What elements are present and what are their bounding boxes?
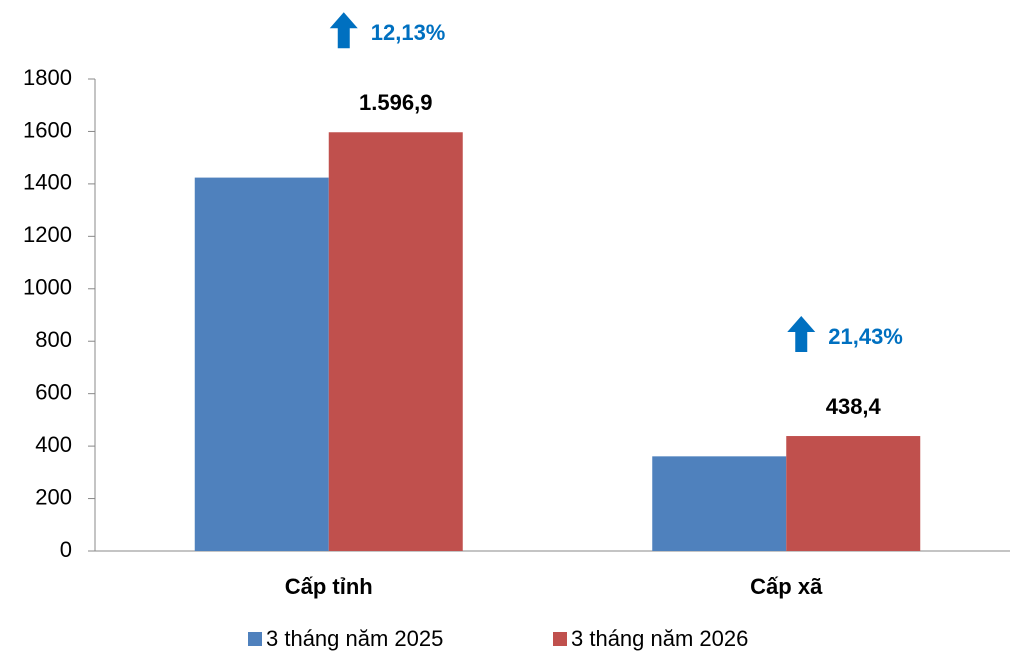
- bar: [786, 436, 921, 551]
- bar: [328, 132, 463, 552]
- y-tick-label: 400: [35, 432, 72, 457]
- bar: [652, 456, 787, 551]
- legend-label: 3 tháng năm 2026: [571, 626, 748, 651]
- annotation: 21,43%: [828, 324, 903, 349]
- x-tick-label: Cấp tỉnh: [285, 574, 373, 599]
- y-tick-label: 1600: [23, 117, 72, 142]
- y-tick-label: 1200: [23, 222, 72, 247]
- data-label: 438,4: [826, 394, 882, 419]
- x-tick-label: Cấp xã: [750, 574, 823, 599]
- y-tick-label: 600: [35, 379, 72, 404]
- y-tick-label: 200: [35, 484, 72, 509]
- bar: [194, 177, 329, 551]
- y-tick-label: 1000: [23, 275, 72, 300]
- legend-swatch: [248, 632, 262, 646]
- y-tick-label: 0: [60, 537, 72, 562]
- data-label: 1.596,9: [359, 90, 432, 115]
- y-tick-label: 1800: [23, 65, 72, 90]
- arrow: [329, 12, 358, 49]
- y-tick-label: 800: [35, 327, 72, 352]
- y-tick-label: 1400: [23, 170, 72, 195]
- annotation: 12,13%: [371, 20, 446, 45]
- legend-swatch: [553, 632, 567, 646]
- legend-label: 3 tháng năm 2025: [266, 626, 443, 651]
- arrow: [787, 316, 816, 353]
